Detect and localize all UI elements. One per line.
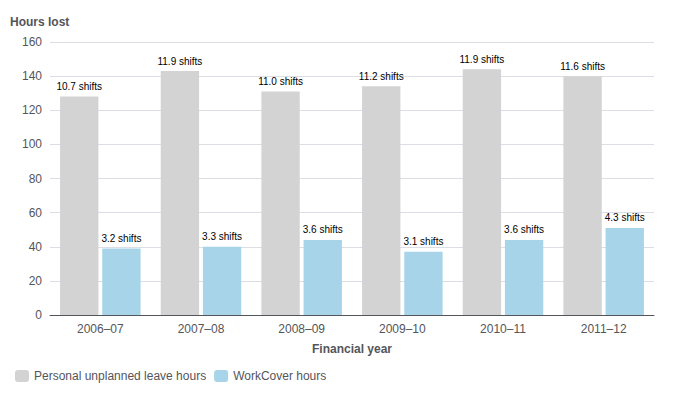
svg-text:4.3 shifts: 4.3 shifts <box>605 212 645 223</box>
svg-text:11.2 shifts: 11.2 shifts <box>359 71 404 82</box>
svg-text:100: 100 <box>22 137 42 151</box>
svg-text:2011–12: 2011–12 <box>581 322 627 336</box>
svg-text:2010–11: 2010–11 <box>480 322 526 336</box>
svg-text:11.9 shifts: 11.9 shifts <box>459 54 504 65</box>
svg-text:0: 0 <box>35 308 42 322</box>
svg-text:3.3 shifts: 3.3 shifts <box>202 231 242 242</box>
svg-text:60: 60 <box>29 206 43 220</box>
svg-text:11.9 shifts: 11.9 shifts <box>157 56 202 67</box>
svg-text:10.7 shifts: 10.7 shifts <box>56 81 102 92</box>
svg-text:40: 40 <box>29 240 43 254</box>
svg-text:3.6 shifts: 3.6 shifts <box>303 224 343 235</box>
svg-text:120: 120 <box>22 103 42 117</box>
svg-text:2007–08: 2007–08 <box>178 322 225 336</box>
svg-text:2008–09: 2008–09 <box>278 322 325 336</box>
svg-text:11.6 shifts: 11.6 shifts <box>560 61 605 72</box>
svg-text:3.1 shifts: 3.1 shifts <box>403 236 443 247</box>
svg-text:140: 140 <box>22 69 42 83</box>
svg-text:3.2 shifts: 3.2 shifts <box>101 233 141 244</box>
svg-text:Financial year: Financial year <box>312 342 392 356</box>
svg-text:2006–07: 2006–07 <box>77 322 124 336</box>
svg-text:20: 20 <box>29 274 43 288</box>
svg-text:80: 80 <box>29 172 43 186</box>
svg-text:2009–10: 2009–10 <box>379 322 426 336</box>
svg-text:Hours lost: Hours lost <box>10 15 69 29</box>
svg-text:WorkCover hours: WorkCover hours <box>233 369 326 383</box>
svg-text:11.0 shifts: 11.0 shifts <box>258 76 303 87</box>
svg-text:160: 160 <box>22 35 42 49</box>
svg-text:Personal unplanned leave hours: Personal unplanned leave hours <box>34 369 206 383</box>
svg-text:3.6 shifts: 3.6 shifts <box>504 224 544 235</box>
